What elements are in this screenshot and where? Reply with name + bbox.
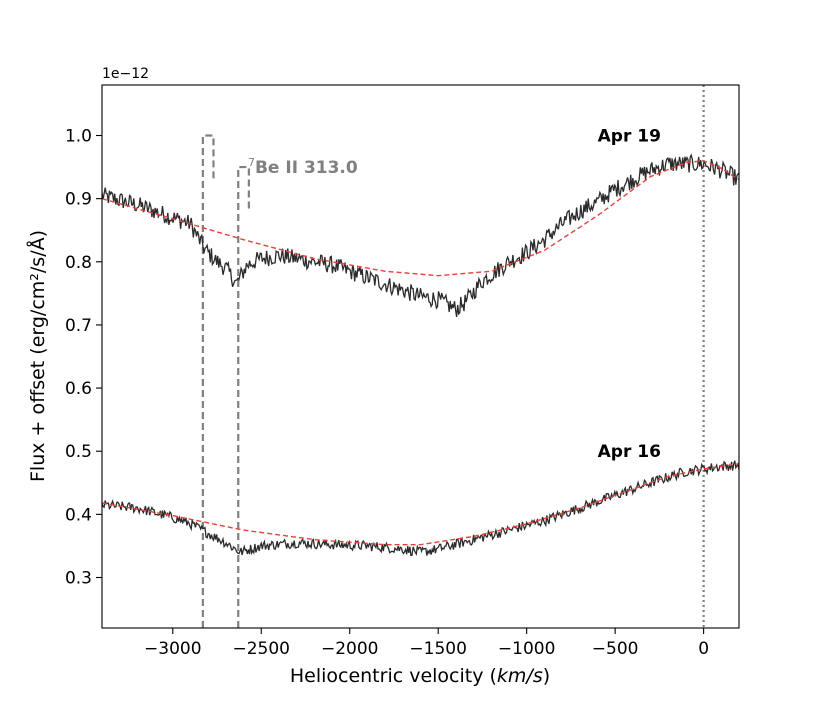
y-tick-label: 0.4 xyxy=(65,505,92,525)
x-tick-label: −1500 xyxy=(409,639,467,659)
y-tick-label: 0.8 xyxy=(65,253,92,273)
x-tick-label: −500 xyxy=(592,639,639,659)
y-tick-label: 0.6 xyxy=(65,379,92,399)
continuum-fit-apr-19 xyxy=(102,160,739,277)
x-axis-label: Heliocentric velocity (km/s) xyxy=(290,665,550,687)
x-axis-label-suffix: ) xyxy=(543,665,550,687)
x-tick-label: −2500 xyxy=(232,639,290,659)
x-tick-label: −1000 xyxy=(498,639,556,659)
x-tick-label: 0 xyxy=(698,639,709,659)
be-ii-label: 7Be II 313.0 xyxy=(248,156,358,178)
spectrum-line-apr-16 xyxy=(102,460,739,557)
series-label-2: Apr 16 xyxy=(598,442,661,462)
y-tick-label: 0.9 xyxy=(65,190,92,210)
spectrum-line-apr-19 xyxy=(102,153,739,317)
x-axis-label-prefix: Heliocentric velocity ( xyxy=(290,665,497,687)
series-label-1: Apr 19 xyxy=(598,127,661,147)
be-ii-marker-2 xyxy=(237,165,250,628)
y-axis-label: Flux + offset (erg/cm²/s/Å) xyxy=(26,230,49,482)
x-tick-label: −3000 xyxy=(144,639,202,659)
plot-frame xyxy=(101,84,740,629)
y-tick-label: 0.3 xyxy=(65,568,92,588)
x-tick-label: −2000 xyxy=(321,639,379,659)
continuum-fit-apr-16 xyxy=(102,463,739,546)
y-tick-label: 0.5 xyxy=(65,442,92,462)
y-tick-label: 1.0 xyxy=(65,127,92,147)
offset-label: 1e−12 xyxy=(102,66,149,82)
be-ii-marker-1 xyxy=(201,134,215,628)
x-axis-label-unit: km/s xyxy=(497,665,543,687)
y-tick-label: 0.7 xyxy=(65,316,92,336)
